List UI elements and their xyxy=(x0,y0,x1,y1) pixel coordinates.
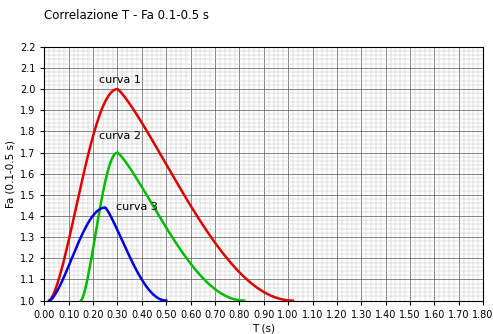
curva 1 xyxy=(290,299,296,303)
curva 1 xyxy=(63,252,69,256)
curva 2 xyxy=(184,257,190,261)
curva 3 xyxy=(149,291,155,295)
curva 2 xyxy=(211,287,217,291)
curva 1 xyxy=(248,281,254,285)
curva 1 xyxy=(120,93,126,97)
Line: curva 2: curva 2 xyxy=(81,153,244,301)
curva 3 xyxy=(105,208,110,212)
curva 3 xyxy=(60,278,66,282)
curva 1 xyxy=(71,214,77,218)
curva 2 xyxy=(241,299,247,303)
Text: Correlazione T - Fa 0.1-0.5 s: Correlazione T - Fa 0.1-0.5 s xyxy=(44,9,210,21)
curva 1 xyxy=(211,239,217,243)
curva 1 xyxy=(46,299,52,303)
Text: curva 3: curva 3 xyxy=(116,202,158,212)
Text: curva 2: curva 2 xyxy=(99,131,141,141)
Line: curva 1: curva 1 xyxy=(49,89,293,301)
curva 1 xyxy=(89,139,95,143)
Line: curva 3: curva 3 xyxy=(49,207,166,301)
curva 3 xyxy=(67,261,72,265)
Text: curva 1: curva 1 xyxy=(99,75,141,85)
curva 2 xyxy=(119,155,125,159)
Y-axis label: Fa (0.1-0.5 s): Fa (0.1-0.5 s) xyxy=(6,140,16,208)
curva 3 xyxy=(163,299,169,303)
curva 3 xyxy=(81,228,87,232)
curva 2 xyxy=(114,151,120,155)
curva 3 xyxy=(103,205,108,209)
curva 3 xyxy=(46,299,52,303)
curva 2 xyxy=(91,239,97,243)
curva 1 xyxy=(114,87,120,91)
X-axis label: T (s): T (s) xyxy=(252,324,275,334)
curva 3 xyxy=(136,273,142,277)
curva 2 xyxy=(78,299,84,303)
curva 2 xyxy=(101,187,106,191)
curva 2 xyxy=(87,266,93,270)
